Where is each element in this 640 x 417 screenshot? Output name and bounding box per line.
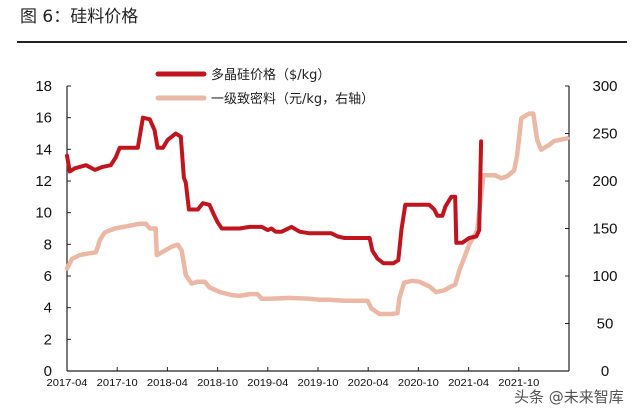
left-axis-tick-label: 6 <box>44 268 52 285</box>
figure-title: 图 6：硅料价格 <box>20 7 138 27</box>
left-axis-tick-label: 10 <box>35 205 52 222</box>
left-axis-tick-label: 4 <box>44 300 52 317</box>
left-axis-tick-label: 14 <box>35 141 52 158</box>
right-axis-tick-label: 100 <box>592 268 617 285</box>
left-axis-tick-label: 0 <box>44 363 52 380</box>
series-polysilicon <box>65 115 484 266</box>
legend-label-polysilicon: 多晶硅价格（$/kg） <box>211 67 330 83</box>
series-dense-material <box>64 111 570 317</box>
right-axis-tick-label: 150 <box>592 221 617 238</box>
left-axis-tick-label: 18 <box>35 78 52 95</box>
right-axis-tick-label: 250 <box>592 126 617 143</box>
left-axis-tick-label: 8 <box>44 236 52 253</box>
left-axis-tick-label: 2 <box>44 331 52 348</box>
right-axis-tick-label: 200 <box>592 173 617 190</box>
right-axis-tick-label: 50 <box>597 316 614 333</box>
left-axis-tick-label: 16 <box>35 110 52 127</box>
x-axis-tick-label: 2019-04 <box>247 378 288 389</box>
x-axis-tick-label: 2020-10 <box>398 378 439 389</box>
right-axis-tick-label: 300 <box>592 78 617 95</box>
series-line <box>64 111 570 317</box>
x-axis-tick-label: 2018-04 <box>147 378 188 389</box>
x-axis-tick-label: 2019-10 <box>298 378 339 389</box>
x-axis-tick-label: 2020-04 <box>348 378 389 389</box>
x-axis-tick-label: 2021-04 <box>448 378 489 389</box>
legend-label-dense-material: 一级致密料（元/kg，右轴） <box>211 91 374 107</box>
left-axis-tick-label: 12 <box>35 173 52 190</box>
right-axis-tick-label: 0 <box>601 363 609 380</box>
x-axis-tick-label: 2017-10 <box>97 378 138 389</box>
x-axis-tick-label: 2018-10 <box>197 378 238 389</box>
legend: 多晶硅价格（$/kg） 一级致密料（元/kg，右轴） <box>155 67 374 107</box>
watermark: 头条 @未来智库 <box>514 388 624 406</box>
x-axis-tick-label: 2021-10 <box>498 378 539 389</box>
x-axis-tick-label: 2017-04 <box>47 378 88 389</box>
series-line <box>65 115 484 266</box>
